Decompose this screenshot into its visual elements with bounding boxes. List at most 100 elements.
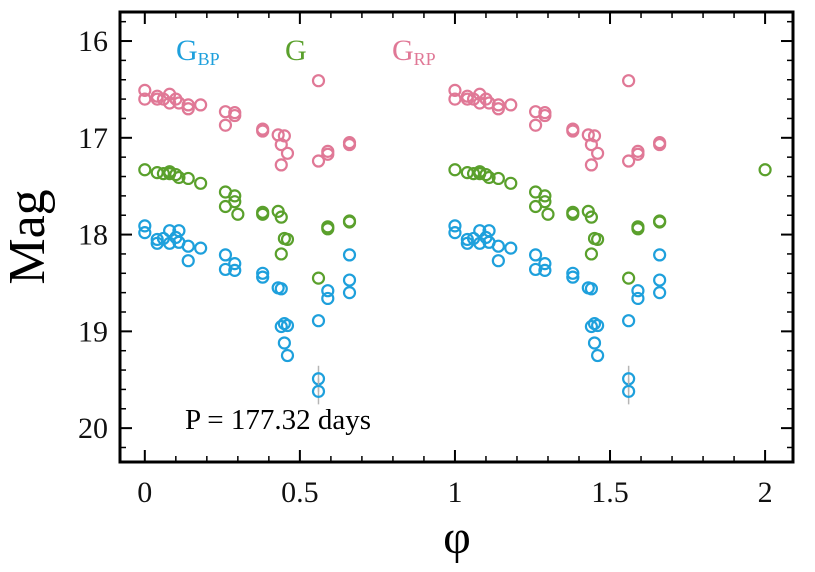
data-point-gbp: [591, 318, 605, 333]
data-point-grp: [194, 98, 208, 112]
data-point-g: [460, 166, 474, 180]
data-point-grp: [138, 83, 152, 97]
data-point-g: [622, 271, 636, 285]
data-point-gbp: [280, 348, 295, 363]
x-tick-label: 0: [137, 476, 152, 509]
data-point-g: [491, 171, 505, 186]
data-point-gbp: [311, 314, 326, 328]
data-point-gbp: [342, 286, 357, 300]
data-point-g: [479, 167, 493, 182]
data-point-grp: [256, 124, 270, 138]
data-point-grp: [528, 118, 543, 132]
data-point-grp: [138, 92, 152, 106]
data-point-grp: [172, 96, 186, 110]
data-point-grp: [622, 154, 636, 168]
y-tick-label: 20: [78, 412, 108, 445]
series-grp: [138, 74, 667, 172]
series-gbp: [138, 219, 667, 405]
data-point-grp: [591, 146, 605, 160]
data-point-gbp: [138, 226, 152, 240]
data-point-gbp: [584, 282, 599, 296]
data-point-grp: [584, 158, 599, 172]
data-point-grp: [342, 137, 357, 152]
data-point-grp: [482, 96, 496, 110]
data-point-gbp: [538, 263, 552, 277]
series-g: [138, 163, 772, 285]
data-point-gbp: [277, 336, 291, 350]
data-point-g: [466, 167, 481, 181]
data-point-gbp: [528, 262, 543, 277]
legend-gbp-subscript: BP: [198, 49, 220, 69]
data-point-g: [631, 222, 645, 236]
y-tick-label: 17: [78, 122, 108, 155]
data-point-gbp: [460, 232, 474, 247]
data-point-grp: [491, 98, 505, 112]
data-point-gbp: [591, 348, 605, 363]
data-point-g: [584, 247, 599, 261]
data-point-g: [448, 163, 462, 177]
data-point-grp: [491, 102, 505, 116]
legend-grp: GRP: [392, 34, 436, 69]
data-point-g: [541, 207, 555, 221]
y-tick-label: 16: [78, 25, 108, 58]
legend-grp-subscript: RP: [414, 49, 436, 69]
data-point-gbp: [280, 318, 295, 333]
y-tick-label: 19: [78, 315, 108, 348]
data-point-grp: [587, 129, 602, 143]
legend-g-label: G: [285, 34, 307, 67]
data-point-gbp: [528, 248, 543, 262]
data-point-g: [321, 222, 335, 236]
data-point-gbp: [491, 254, 505, 268]
data-point-gbp: [448, 226, 462, 240]
data-point-gbp: [256, 266, 270, 280]
data-point-grp: [321, 147, 335, 161]
data-point-gbp: [342, 248, 357, 262]
data-point-gbp: [653, 248, 667, 262]
x-tick-label: 0.5: [281, 476, 319, 509]
legend-g: G: [285, 34, 307, 67]
data-point-gbp: [218, 248, 233, 262]
data-point-gbp: [584, 319, 599, 334]
data-point-gbp: [653, 286, 667, 300]
data-point-g: [482, 170, 496, 185]
data-point-g: [342, 215, 357, 229]
data-point-g: [311, 271, 326, 285]
legend: GBP G GRP: [176, 34, 436, 69]
data-point-g: [584, 210, 599, 224]
data-point-g: [169, 167, 183, 182]
data-point-grp: [653, 137, 667, 152]
data-point-grp: [181, 102, 195, 116]
data-point-grp: [274, 158, 288, 172]
data-points: [138, 74, 772, 405]
plot-frame: [118, 10, 795, 464]
legend-gbp: GBP: [176, 34, 220, 69]
data-point-g: [228, 189, 242, 203]
legend-gbp-label: G: [176, 34, 198, 67]
data-point-gbp: [150, 232, 164, 247]
data-point-grp: [150, 92, 164, 106]
data-point-grp: [448, 92, 462, 106]
x-tick-label: 1.5: [591, 476, 629, 509]
data-point-grp: [181, 98, 195, 112]
data-point-gbp: [321, 284, 335, 298]
data-point-grp: [460, 92, 474, 106]
data-point-gbp: [566, 270, 580, 284]
data-point-g: [653, 215, 667, 229]
data-point-gbp: [194, 241, 208, 255]
data-point-g: [194, 176, 208, 190]
data-point-gbp: [504, 241, 518, 255]
data-point-gbp: [321, 291, 335, 306]
y-tick-label: 18: [78, 219, 108, 252]
data-point-g: [538, 189, 552, 203]
data-point-grp: [280, 146, 295, 160]
data-point-g: [538, 195, 552, 209]
data-point-gbp: [587, 336, 602, 350]
data-point-grp: [566, 124, 580, 138]
data-point-gbp: [631, 284, 645, 298]
data-point-g: [138, 163, 152, 177]
data-point-gbp: [491, 239, 505, 253]
data-point-gbp: [228, 257, 242, 271]
data-point-g: [150, 166, 164, 180]
data-point-grp: [622, 74, 636, 88]
